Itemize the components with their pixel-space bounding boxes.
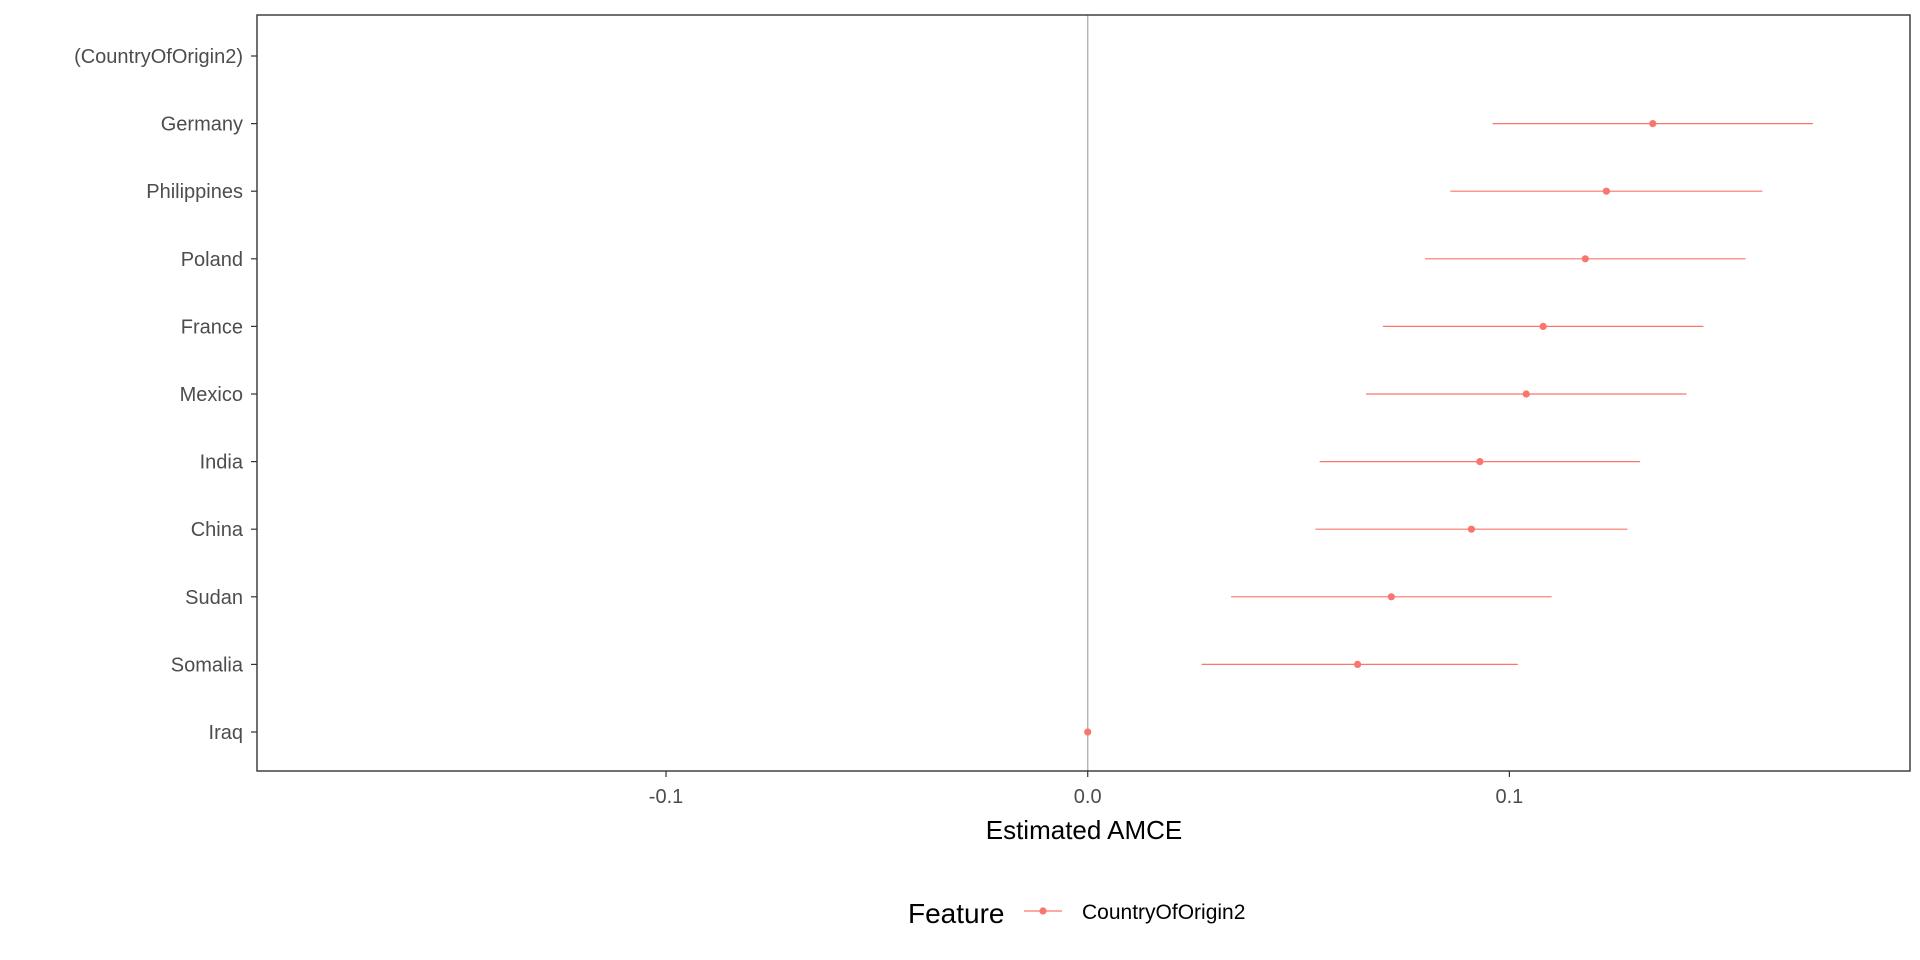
estimate-point xyxy=(1476,458,1484,466)
estimate-point xyxy=(1581,255,1589,263)
y-tick-label: Mexico xyxy=(180,384,243,406)
y-tick-label: India xyxy=(200,452,244,474)
estimate-row xyxy=(1315,525,1628,533)
legend: Feature CountryOfOrigin2 xyxy=(908,898,1245,929)
y-axis: (CountryOfOrigin2) Germany Philippines Pola… xyxy=(74,46,257,744)
y-tick-label: Iraq xyxy=(209,722,243,744)
x-tick-label: 0.0 xyxy=(1074,786,1102,808)
y-tick-label: Somalia xyxy=(171,654,244,676)
estimate-point xyxy=(1539,322,1547,330)
y-tick-label: France xyxy=(181,316,243,338)
estimate-point xyxy=(1353,660,1362,669)
x-axis-title: Estimated AMCE xyxy=(986,815,1183,845)
estimate-point xyxy=(1522,390,1530,398)
estimate-row xyxy=(1450,187,1763,195)
legend-title: Feature xyxy=(908,898,1005,929)
estimate-row xyxy=(1319,458,1641,466)
y-tick-label: Poland xyxy=(181,249,243,271)
estimate-point xyxy=(1084,728,1092,736)
estimate-row xyxy=(1492,120,1814,128)
x-tick-label: -0.1 xyxy=(649,786,683,808)
estimate-row xyxy=(1084,728,1092,736)
y-tick-label: (CountryOfOrigin2) xyxy=(74,46,243,68)
estimate-point xyxy=(1649,120,1657,128)
estimate-row xyxy=(1366,390,1687,398)
estimate-row xyxy=(1425,255,1746,263)
estimate-row xyxy=(1231,593,1552,601)
estimate-row xyxy=(1382,322,1704,330)
y-tick-label: Sudan xyxy=(185,587,243,609)
estimate-row xyxy=(1201,660,1518,669)
y-tick-label: Germany xyxy=(161,114,243,136)
x-axis: -0.1 0.0 0.1 xyxy=(649,771,1523,808)
estimate-point xyxy=(1602,187,1610,195)
legend-label: CountryOfOrigin2 xyxy=(1082,901,1245,924)
estimate-point xyxy=(1467,525,1476,533)
estimate-point xyxy=(1387,593,1395,601)
x-tick-label: 0.1 xyxy=(1495,786,1523,808)
legend-key-point xyxy=(1039,907,1047,915)
panel-border xyxy=(256,14,1911,772)
plot-area xyxy=(256,14,1911,772)
y-tick-label: China xyxy=(191,519,244,541)
y-tick-label: Philippines xyxy=(146,181,243,203)
